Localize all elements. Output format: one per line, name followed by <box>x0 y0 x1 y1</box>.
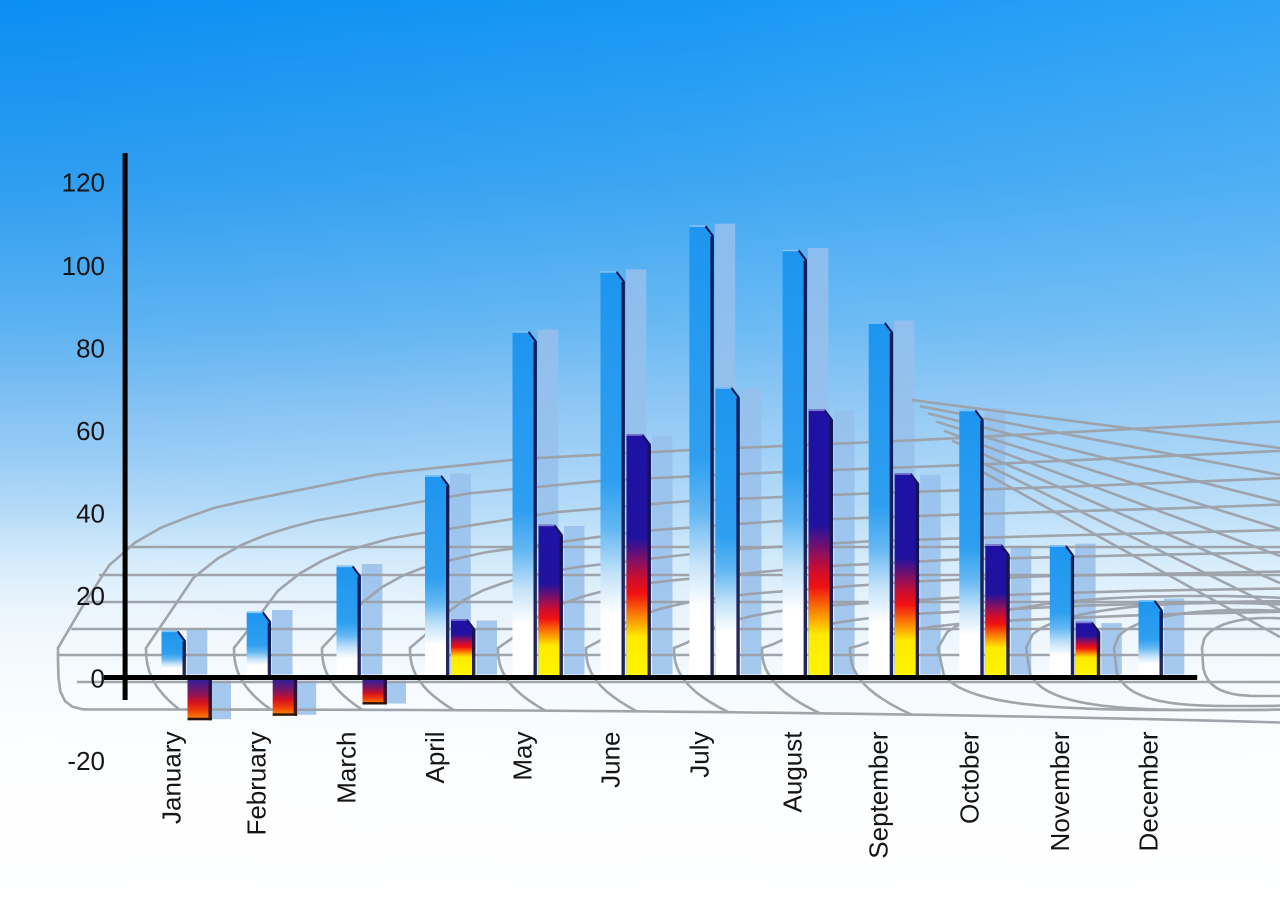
svg-text:0: 0 <box>91 663 105 693</box>
svg-text:November: November <box>1045 731 1075 851</box>
svg-text:80: 80 <box>76 333 105 363</box>
svg-text:February: February <box>242 732 272 836</box>
svg-text:October: October <box>954 731 984 824</box>
svg-text:April: April <box>420 732 450 784</box>
svg-text:60: 60 <box>76 416 105 446</box>
svg-text:July: July <box>684 732 714 778</box>
svg-text:100: 100 <box>62 251 105 281</box>
svg-text:August: August <box>778 731 808 813</box>
svg-text:June: June <box>596 732 626 788</box>
svg-text:120: 120 <box>62 167 105 197</box>
svg-text:40: 40 <box>76 498 105 528</box>
svg-text:September: September <box>864 731 894 859</box>
svg-text:December: December <box>1134 731 1164 851</box>
svg-text:May: May <box>508 732 538 781</box>
svg-text:March: March <box>332 732 362 804</box>
svg-text:January: January <box>157 732 187 825</box>
svg-text:20: 20 <box>76 581 105 611</box>
svg-text:-20: -20 <box>67 746 105 776</box>
